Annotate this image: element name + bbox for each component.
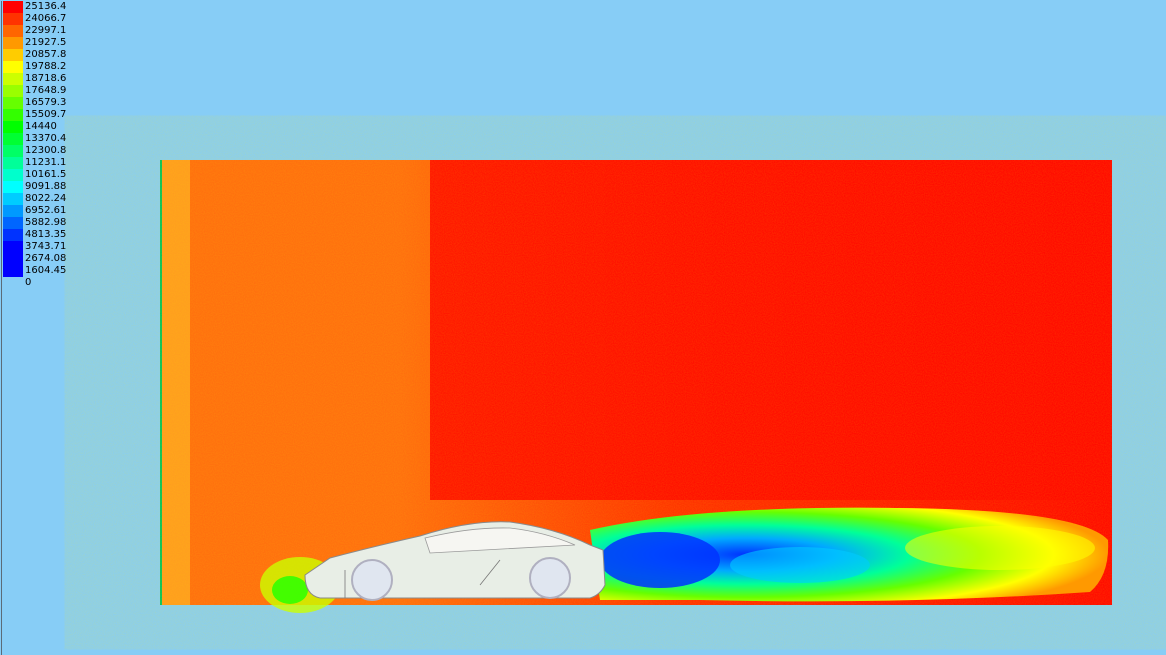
legend-label: 20857.8 <box>25 49 67 60</box>
legend-label: 6952.61 <box>25 205 67 216</box>
legend-axis-line <box>1 1 2 655</box>
legend-label: 22997.1 <box>25 25 67 36</box>
legend-label: 2674.08 <box>25 253 67 264</box>
legend-swatch <box>3 157 23 169</box>
legend-label: 0 <box>25 277 32 288</box>
legend-swatch <box>3 61 23 73</box>
legend-swatch <box>3 13 23 25</box>
legend-label: 21927.5 <box>25 37 67 48</box>
legend-swatch <box>3 1 23 13</box>
legend-label: 24066.7 <box>25 13 67 24</box>
legend-swatch <box>3 229 23 241</box>
legend-swatch <box>3 121 23 133</box>
legend-swatch <box>3 85 23 97</box>
car-model <box>304 521 606 601</box>
wake-core <box>600 532 720 588</box>
front-wheel <box>351 559 393 601</box>
legend-swatch <box>3 97 23 109</box>
rear-wheel <box>529 557 571 599</box>
legend-label: 5882.98 <box>25 217 67 228</box>
legend-label: 4813.35 <box>25 229 67 240</box>
flow-field <box>160 160 1112 613</box>
legend-swatch <box>3 145 23 157</box>
legend-label: 18718.6 <box>25 73 67 84</box>
legend-label: 8022.24 <box>25 193 67 204</box>
legend-label: 17648.9 <box>25 85 67 96</box>
legend-label: 19788.2 <box>25 61 67 72</box>
legend-swatch <box>3 37 23 49</box>
front-low-zone <box>272 576 308 604</box>
legend-swatch <box>3 169 23 181</box>
side-intake <box>479 559 501 586</box>
legend-swatch <box>3 217 23 229</box>
legend-label: 10161.5 <box>25 169 67 180</box>
legend-label: 11231.1 <box>25 157 67 168</box>
legend-swatch <box>3 25 23 37</box>
legend-label: 25136.4 <box>25 1 67 12</box>
legend-swatch <box>3 73 23 85</box>
wake-mid <box>730 547 870 583</box>
legend-swatch <box>3 265 23 277</box>
wake-tail <box>905 526 1095 570</box>
legend-label: 9091.88 <box>25 181 67 192</box>
legend-label: 15509.7 <box>25 109 67 120</box>
legend-swatch <box>3 109 23 121</box>
legend-swatch <box>3 253 23 265</box>
legend-label: 14440 <box>25 121 57 132</box>
legend-swatch <box>3 205 23 217</box>
legend-label: 16579.3 <box>25 97 67 108</box>
legend-swatch <box>3 49 23 61</box>
car-window <box>424 527 576 554</box>
color-legend: 25136.4 24066.7 22997.1 21927.5 20857.8 19788… <box>1 1 81 289</box>
legend-label: 3743.71 <box>25 241 67 252</box>
legend-swatch <box>3 193 23 205</box>
legend-swatch <box>3 241 23 253</box>
legend-label: 13370.4 <box>25 133 67 144</box>
legend-swatch <box>3 133 23 145</box>
legend-label: 12300.8 <box>25 145 67 156</box>
legend-swatch <box>3 181 23 193</box>
legend-label: 1604.45 <box>25 265 67 276</box>
